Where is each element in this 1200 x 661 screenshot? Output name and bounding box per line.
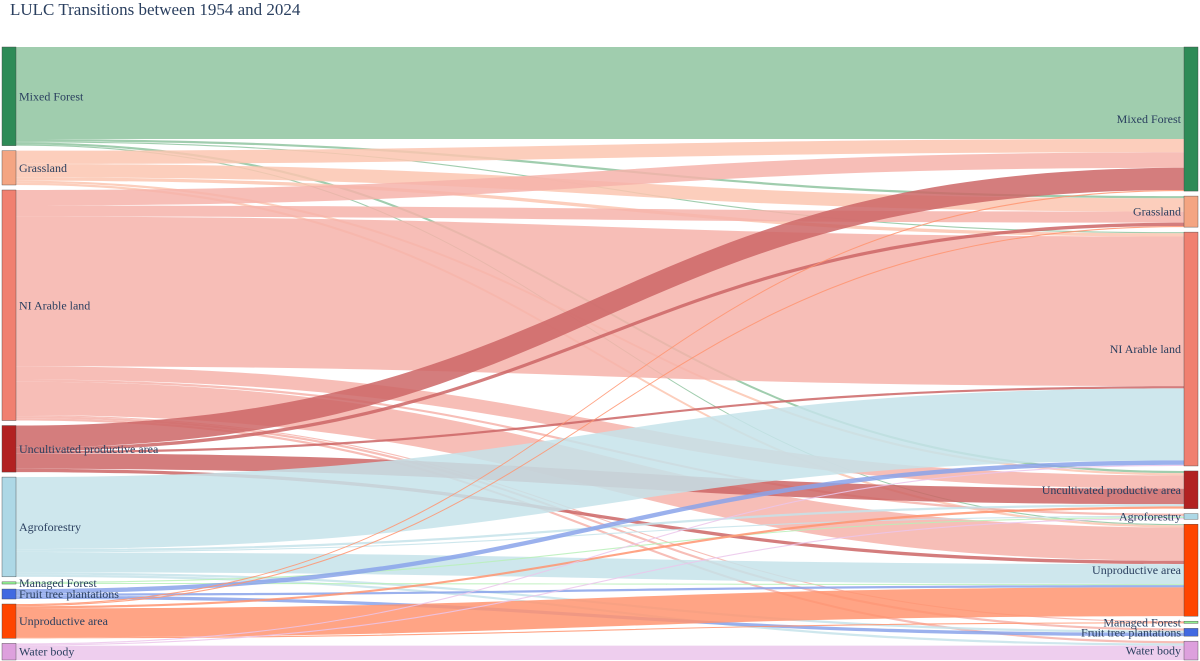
labels-layer: Mixed Forest Grassland NI Arable land Uncul… bbox=[19, 89, 1182, 658]
link-up-to-mf bbox=[16, 167, 1184, 448]
node-right-ft bbox=[1183, 628, 1199, 637]
link-mf-to-gr bbox=[16, 138, 1184, 199]
node-right-un bbox=[1183, 523, 1199, 617]
nodes-layer bbox=[1, 46, 1199, 661]
link-up-to-ni bbox=[16, 386, 1184, 454]
node-label-right-wb: Water body bbox=[1126, 644, 1181, 658]
node-right-gr bbox=[1183, 195, 1199, 228]
node-label-left-wb: Water body bbox=[19, 645, 74, 659]
link-man-to-ag bbox=[16, 516, 1184, 583]
node-left-ag bbox=[1, 476, 17, 578]
node-label-left-mf: Mixed Forest bbox=[19, 89, 84, 103]
node-right-wb bbox=[1183, 640, 1199, 661]
link-ft-to-ni bbox=[16, 460, 1184, 594]
node-left-wb bbox=[1, 643, 17, 661]
node-right-mf bbox=[1183, 46, 1199, 192]
link-un-to-up bbox=[16, 506, 1184, 609]
node-left-ni bbox=[1, 189, 17, 421]
node-label-left-ft: Fruit tree plantations bbox=[19, 587, 119, 601]
node-left-gr bbox=[1, 150, 17, 186]
node-label-right-man: Managed Forest bbox=[1103, 615, 1181, 629]
link-up-to-un bbox=[16, 468, 1184, 565]
link-wb-to-ni bbox=[16, 464, 1184, 645]
link-wb-to-ag bbox=[16, 518, 1184, 646]
node-left-un bbox=[1, 603, 17, 639]
node-label-left-ni: NI Arable land bbox=[19, 298, 90, 312]
link-ni-to-man bbox=[16, 414, 1184, 623]
link-ni-to-gr bbox=[16, 205, 1184, 223]
node-right-ni bbox=[1183, 231, 1199, 467]
link-gr-to-ni bbox=[16, 177, 1184, 237]
link-un-to-man bbox=[16, 622, 1184, 639]
node-right-up bbox=[1183, 470, 1199, 509]
link-mf-to-mf bbox=[16, 47, 1184, 139]
link-ni-to-up bbox=[16, 366, 1184, 489]
link-un-to-gr bbox=[16, 226, 1184, 607]
links-layer bbox=[16, 47, 1184, 660]
link-ft-to-un bbox=[16, 585, 1184, 596]
link-ag-to-ag bbox=[16, 515, 1184, 553]
node-left-man bbox=[1, 581, 17, 585]
node-left-ft bbox=[1, 588, 17, 600]
link-gr-to-mf bbox=[16, 138, 1184, 164]
node-left-mf bbox=[1, 46, 17, 146]
link-ag-to-ni bbox=[16, 388, 1184, 550]
node-right-ag bbox=[1183, 513, 1199, 520]
node-left-up bbox=[1, 425, 17, 473]
link-man-to-un bbox=[16, 582, 1184, 586]
link-un-to-mf bbox=[16, 189, 1184, 606]
node-right-man bbox=[1183, 620, 1199, 624]
node-label-left-up: Uncultivated productive area bbox=[19, 442, 159, 456]
node-label-right-gr: Grassland bbox=[1133, 205, 1181, 219]
node-label-right-ft: Fruit tree plantations bbox=[1081, 625, 1181, 639]
link-ni-to-ft bbox=[16, 416, 1184, 631]
link-ni-to-mf bbox=[16, 152, 1184, 206]
node-label-left-man: Managed Forest bbox=[19, 576, 97, 590]
link-wb-to-wb bbox=[16, 645, 1184, 660]
chart-title: LULC Transitions between 1954 and 2024 bbox=[10, 0, 301, 19]
link-up-to-gr bbox=[16, 222, 1184, 452]
node-label-right-un: Unproductive area bbox=[1092, 563, 1182, 577]
link-ni-to-wb bbox=[16, 418, 1184, 644]
node-label-left-gr: Grassland bbox=[19, 161, 67, 175]
node-label-right-mf: Mixed Forest bbox=[1117, 112, 1182, 126]
node-label-right-ni: NI Arable land bbox=[1110, 342, 1181, 356]
node-label-left-ag: Agroforestry bbox=[19, 520, 81, 534]
node-label-right-ag: Agroforestry bbox=[1119, 509, 1181, 523]
node-label-left-un: Unproductive area bbox=[19, 614, 109, 628]
node-label-right-up: Uncultivated productive area bbox=[1042, 483, 1182, 497]
